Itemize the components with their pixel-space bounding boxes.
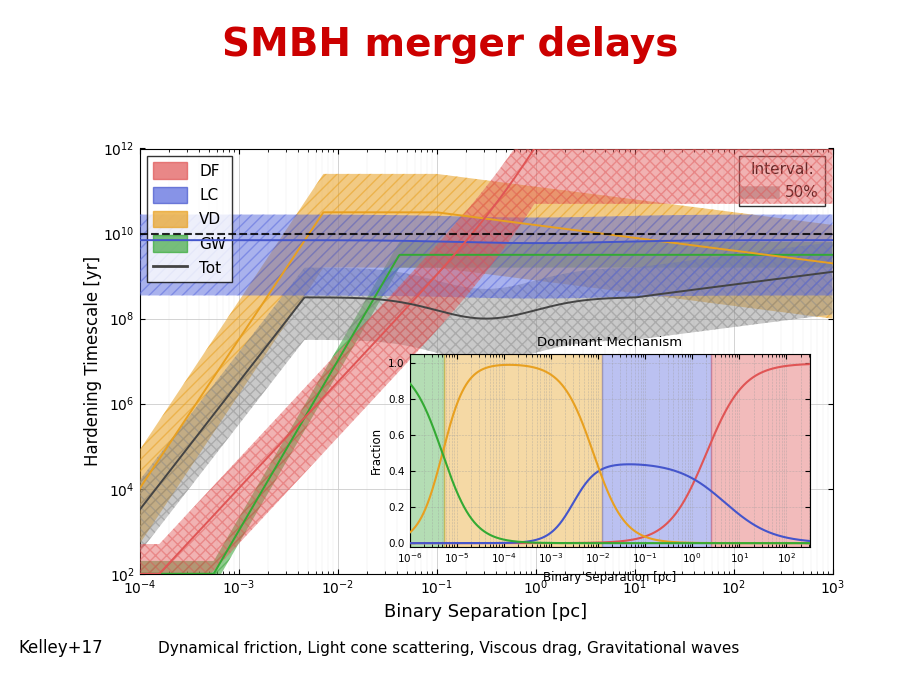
- Y-axis label: Hardening Timescale [yr]: Hardening Timescale [yr]: [84, 256, 102, 466]
- Y-axis label: Fraction: Fraction: [370, 427, 382, 474]
- Bar: [445, 354, 602, 547]
- Text: SMBH merger delays: SMBH merger delays: [221, 26, 679, 64]
- Title: Dominant Mechanism: Dominant Mechanism: [537, 336, 682, 349]
- Text: Kelley+17: Kelley+17: [18, 639, 103, 657]
- X-axis label: Binary Separation [pc]: Binary Separation [pc]: [543, 571, 677, 584]
- Text: Dynamical friction, Light cone scattering, Viscous drag, Gravitational waves: Dynamical friction, Light cone scatterin…: [158, 641, 739, 655]
- X-axis label: Binary Separation [pc]: Binary Separation [pc]: [384, 603, 588, 621]
- Bar: [602, 354, 711, 547]
- Bar: [410, 354, 445, 547]
- Legend: 50%: 50%: [739, 156, 825, 206]
